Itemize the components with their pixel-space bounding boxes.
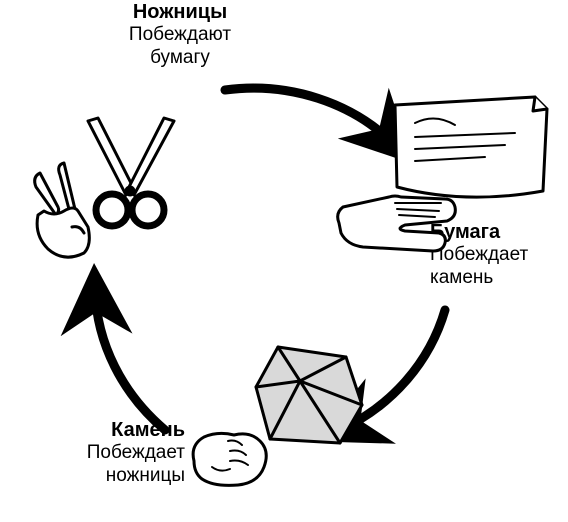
scissors-icon	[30, 115, 205, 265]
arrow-rock-to-scissors	[95, 290, 165, 430]
rps-cycle-diagram: Ножницы Побеждают бумагу Бумага Побеждае…	[0, 0, 568, 522]
scissors-sub1: Побеждают	[90, 24, 270, 47]
scissors-title: Ножницы	[90, 0, 270, 24]
scissors-label: Ножницы Побеждают бумагу	[90, 0, 270, 70]
rock-icon	[190, 335, 390, 495]
paper-sub2: камень	[430, 267, 568, 290]
rock-sub2: ножницы	[35, 465, 185, 488]
rock-label: Камень Побеждает ножницы	[35, 418, 185, 488]
paper-icon	[335, 95, 555, 265]
scissors-sub2: бумагу	[90, 47, 270, 70]
rock-title: Камень	[35, 418, 185, 442]
rock-sub1: Побеждает	[35, 442, 185, 465]
